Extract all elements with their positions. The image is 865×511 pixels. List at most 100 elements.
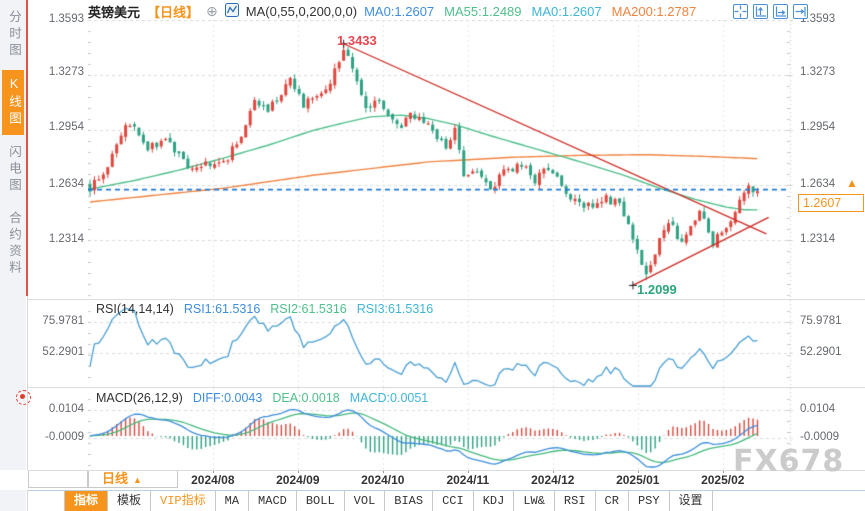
toolbar-tab-BOLL[interactable]: BOLL [297,491,345,511]
rsi-header: RSI(14,14,14) RSI1:61.5316 RSI2:61.5316 RSI… [96,302,453,316]
crosshair-tool-icon[interactable] [733,4,748,19]
ma-settings-label: MA(0,55,0,200,0,0) [245,3,358,19]
ma-values: MA0:1.2607 MA55:1.2489 MA0:1.2607 MA200:1.2… [364,4,706,19]
toolbar-tab-CCI[interactable]: CCI [433,491,474,511]
symbol-name: 英镑美元 [88,4,141,20]
panel-separator [28,387,865,388]
last-price-box: 1.2607 [798,194,864,212]
price-axis-right: 1.3593 1.3273 1.2954 1.2634 1.2314 75.9781 52.… [800,0,862,511]
toolbar-tab-PSY[interactable]: PSY [629,491,670,511]
ma-value: MA0:1.2607 [364,3,435,19]
date-label: 2024/11 [446,473,490,487]
month-tick [552,470,554,473]
macd-indicator-chart[interactable] [88,388,795,470]
x-axis-row: 日线 ▲ 2024/08 2024/09 2024/10 2024/11 2024/12 2… [0,470,865,490]
toolbar-tab-设置[interactable]: 设置 [670,491,713,511]
price-tick-label: 1.2314 [800,233,836,245]
toolbar-tab-MA[interactable]: MA [216,491,250,511]
ma-value: MA55:1.2489 [444,3,522,19]
main-candle-chart[interactable] [88,20,795,300]
rsi-tick-label: 52.2901 [42,346,84,358]
chart-toolbar-icons [733,4,808,19]
price-tick-label: 1.2634 [800,178,836,190]
toolbar-tab-CR[interactable]: CR [596,491,629,511]
macd-value: DIFF:0.0043 [192,391,263,405]
add-indicator-icon[interactable]: ⊕ [206,3,218,19]
sidebar-accent-border [26,0,28,296]
toolbar-tab-VIP指标[interactable]: VIP指标 [151,491,216,511]
indicator-toolbar: 指标 模板 VIP指标 MA MACD BOLL VOL BIAS CCI KDJ LW& RSI CR… [28,490,865,511]
macd-tick-label: -0.0009 [800,431,840,443]
rsi-value: RSI3:61.5316 [356,302,434,316]
sidebar-item-time-chart[interactable]: 分时图 [7,10,21,60]
toolbar-tab-模板[interactable]: 模板 [108,491,152,511]
chart-header: 英镑美元 【日线】 ⊕ MA(0,55,0,200,0,0) MA0:1.260… [88,2,706,20]
month-tick [637,470,639,473]
rsi-values: RSI1:61.5316 RSI2:61.5316 RSI3:61.5316 [184,302,443,316]
price-tick-label: 1.2954 [800,121,836,133]
price-tick-label: 1.3273 [48,66,84,78]
low-price-marker: 1.2099 [637,282,677,297]
toolbar-spacer [28,491,65,511]
month-tick [212,470,214,473]
chart-style-icon[interactable] [224,2,239,20]
watermark: FX678 [733,444,845,479]
price-tick-label: 1.3593 [800,13,836,25]
ma-value: MA200:1.2787 [611,3,697,19]
timeframe-tag: 【日线】 [147,4,200,20]
macd-tick-label: -0.0009 [44,431,84,443]
sidebar-item-flash-chart[interactable]: 闪电图 [7,144,21,195]
toolbar-tab-KDJ[interactable]: KDJ [474,491,515,511]
date-label: 2024/08 [191,473,235,487]
price-axis-left: 1.3593 1.3273 1.2954 1.2634 1.2314 75.9781 52.… [28,0,84,511]
axis-row-border [28,470,865,471]
date-label: 2025/01 [616,473,660,487]
toolbar-tab-MACD[interactable]: MACD [249,491,297,511]
date-label: 2024/09 [276,473,320,487]
date-label: 2024/10 [361,473,405,487]
macd-title: MACD(26,12,9) [96,391,183,405]
month-tick [382,470,384,473]
toolbar-tab-指标[interactable]: 指标 [65,491,109,511]
month-tick [722,470,724,473]
rsi-title: RSI(14,14,14) [96,302,174,316]
high-price-marker: 1.3433 [337,33,377,48]
scroll-to-latest-icon[interactable]: ▲ [846,176,858,190]
timeframe-selector[interactable]: 日线 ▲ [88,470,178,488]
month-tick [297,470,299,473]
rsi-tick-label: 75.9781 [42,315,84,327]
macd-value: DEA:0.0018 [272,391,340,405]
toolbar-tab-VOL[interactable]: VOL [345,491,386,511]
indicator-alert-icon[interactable] [16,390,31,405]
macd-value: MACD:0.0051 [349,391,429,405]
rsi-indicator-chart[interactable] [88,300,795,388]
rsi-tick-label: 75.9781 [800,315,842,327]
sidebar-item-candle-chart[interactable]: K线图 [2,69,24,135]
collapse-panel-icon[interactable] [793,4,808,19]
date-label: 2025/02 [701,473,745,487]
toolbar-tab-RSI[interactable]: RSI [555,491,596,511]
sidebar-item-contract-info[interactable]: 合约资料 [7,211,21,277]
macd-header: MACD(26,12,9) DIFF:0.0043 DEA:0.0018 MACD:0… [96,391,448,405]
price-tick-label: 1.2314 [48,233,84,245]
toolbar-tab-BIAS[interactable]: BIAS [385,491,434,511]
rsi-value: RSI1:61.5316 [183,302,261,316]
month-tick [467,470,469,473]
date-label: 2024/12 [531,473,575,487]
macd-tick-label: 0.0104 [48,403,84,415]
scale-x-axis-icon[interactable] [773,4,788,19]
chart-type-sidebar: 分时图 K线图 闪电图 合约资料 [0,0,26,511]
timeframe-arrow-icon: ▲ [133,475,142,485]
ma-value: MA0:1.2607 [531,3,602,19]
price-tick-label: 1.2954 [48,121,84,133]
panel-separator [28,299,865,300]
price-tick-label: 1.3273 [800,66,836,78]
price-tick-label: 1.2634 [48,178,84,190]
macd-values: DIFF:0.0043 DEA:0.0018 MACD:0.0051 [193,391,438,405]
macd-tick-label: 0.0104 [800,403,836,415]
price-tick-label: 1.3593 [48,13,84,25]
scale-y-axis-icon[interactable] [753,4,768,19]
toolbar-tab-LW&[interactable]: LW& [514,491,555,511]
rsi-value: RSI2:61.5316 [270,302,347,316]
